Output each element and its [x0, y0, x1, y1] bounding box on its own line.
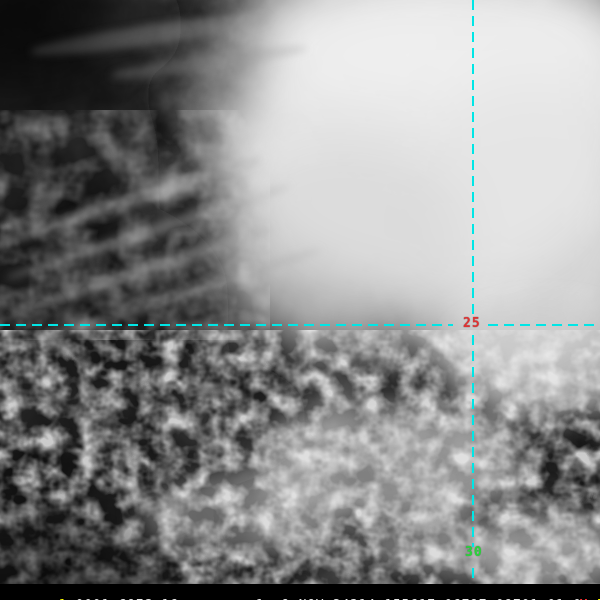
- storm-cdo: [215, 0, 600, 400]
- corner-vignette: [0, 0, 170, 600]
- status-bar: 1 0001 GOES-16 1 9 NOV 24314 155617 0679…: [0, 584, 600, 600]
- gridline-label-30: 30: [465, 545, 483, 560]
- status-line: 1 0001 GOES-16 1 9 NOV 24314 155617 0679…: [7, 586, 600, 600]
- gridline-label-25: 25: [463, 316, 481, 331]
